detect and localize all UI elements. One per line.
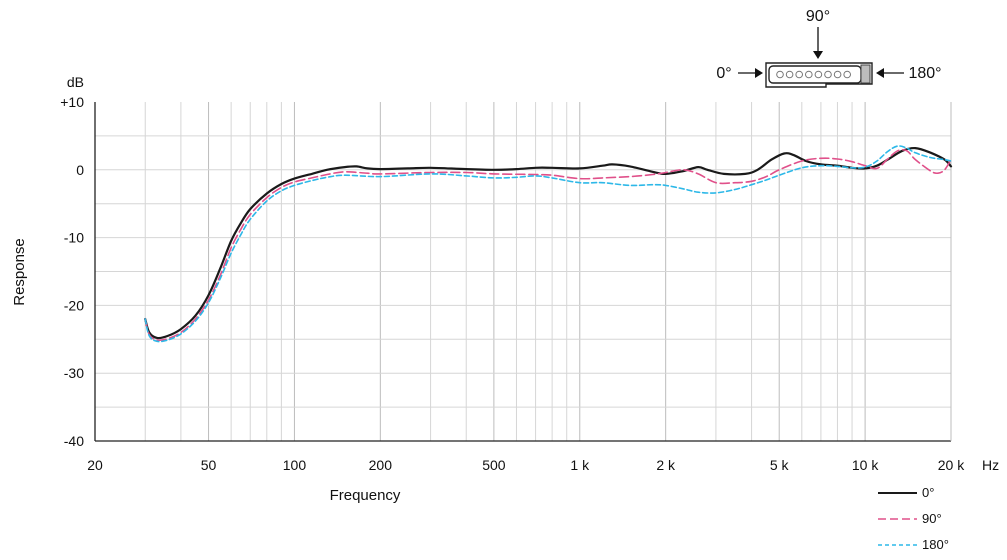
x-tick-label: 5 k	[770, 457, 790, 473]
series-line-2	[144, 145, 952, 343]
mic-capsules	[776, 70, 852, 79]
axes	[94, 102, 952, 442]
y-tick-label: -10	[64, 230, 84, 246]
legend-label-0deg: 0°	[922, 485, 934, 500]
x-tick-label: 50	[201, 457, 217, 473]
x-tick-label: 100	[283, 457, 307, 473]
diagram-arrowhead-180	[876, 68, 884, 78]
mic-capsule	[805, 70, 813, 79]
mic-capsule	[795, 70, 804, 79]
diagram-label-90: 90°	[806, 8, 830, 25]
series-line-1	[144, 148, 952, 342]
mic-capsule	[833, 70, 842, 79]
x-tick-label: 20 k	[938, 457, 965, 473]
mic-device-side-block	[860, 64, 871, 84]
x-tick-label: 20	[87, 457, 103, 473]
y-axis-title: Response	[11, 238, 28, 306]
x-tick-label: 500	[482, 457, 506, 473]
x-tick-label: 10 k	[852, 457, 879, 473]
mic-capsule	[843, 70, 852, 79]
y-tick-label: -30	[64, 365, 84, 381]
grid-lines	[95, 102, 951, 441]
legend-label-180deg: 180°	[922, 537, 949, 552]
diagram-label-0: 0°	[716, 65, 731, 82]
mic-capsule	[814, 70, 823, 79]
x-tick-labels: 20 50 100 200 500 1 k 2 k 5 k 10 k 20 k	[87, 457, 965, 473]
x-tick-label: 2 k	[656, 457, 676, 473]
diagram-arrowhead-90	[813, 51, 823, 59]
legend: 0° 90° 180°	[878, 485, 949, 552]
x-unit-label: Hz	[982, 457, 999, 473]
diagram-label-180: 180°	[908, 65, 941, 82]
legend-label-90deg: 90°	[922, 511, 942, 526]
x-axis-title: Frequency	[330, 487, 401, 504]
diagram-arrowhead-0	[755, 68, 763, 78]
x-tick-label: 1 k	[570, 457, 590, 473]
x-tick-label: 200	[369, 457, 393, 473]
legend-item-180deg: 180°	[878, 537, 949, 552]
y-tick-label: 0	[76, 162, 84, 178]
y-tick-label: +10	[60, 94, 84, 110]
series-layer	[144, 145, 953, 343]
y-tick-labels: +10 0 -10 -20 -30 -40	[60, 94, 84, 449]
mic-capsule	[824, 70, 832, 79]
mic-capsule	[776, 70, 784, 79]
y-tick-label: -40	[64, 433, 84, 449]
legend-item-0deg: 0°	[878, 485, 934, 500]
y-tick-label: -20	[64, 297, 84, 313]
microphone-directivity-diagram: 90° 0° 180°	[716, 8, 942, 88]
y-unit-label: dB	[67, 74, 84, 90]
legend-item-90deg: 90°	[878, 511, 942, 526]
mic-capsule	[785, 70, 794, 79]
